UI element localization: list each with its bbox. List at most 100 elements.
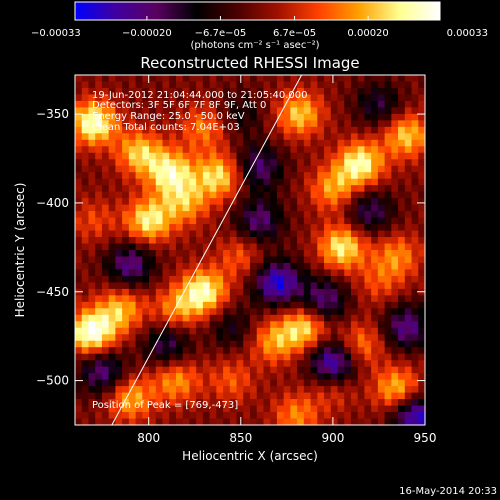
heatmap-cell [81, 288, 90, 296]
heatmap-cell [175, 107, 184, 115]
heatmap-cell [303, 340, 312, 348]
heatmap-cell [297, 87, 305, 96]
heatmap-cell [162, 107, 170, 115]
heatmap-cell [182, 165, 191, 173]
heatmap-cell [95, 172, 103, 180]
heatmap-cell [337, 347, 345, 355]
heatmap-cell [182, 81, 191, 89]
heatmap-cell [209, 230, 217, 238]
heatmap-cell [324, 100, 332, 109]
heatmap-cell [357, 217, 366, 225]
heatmap-cell [250, 100, 258, 109]
heatmap-cell [142, 347, 150, 355]
heatmap-cell [95, 412, 103, 420]
heatmap-cell [135, 418, 143, 425]
heatmap-cell [337, 301, 345, 309]
heatmap-cell [229, 269, 238, 277]
heatmap-cell [371, 250, 379, 258]
heatmap-cell [155, 308, 164, 316]
heatmap-cell [115, 204, 123, 212]
x-axis: 800 850 900 950 [137, 75, 436, 445]
heatmap-cell [75, 373, 83, 381]
heatmap-cell [81, 146, 90, 154]
heatmap-cell [364, 301, 372, 309]
heatmap-cell [155, 412, 164, 420]
heatmap-cell [317, 386, 325, 394]
heatmap-cell [162, 159, 170, 167]
heatmap-cell [95, 113, 103, 121]
heatmap-cell [371, 120, 379, 128]
heatmap-cell [350, 159, 359, 167]
heatmap-cell [169, 178, 177, 186]
heatmap-cell [384, 250, 392, 258]
heatmap-cell [384, 243, 392, 251]
heatmap-cell [324, 120, 332, 128]
heatmap-cell [276, 250, 285, 258]
heatmap-cell [384, 262, 392, 271]
heatmap-cell [270, 295, 278, 303]
heatmap-cell [175, 327, 184, 335]
heatmap-cell [216, 146, 224, 154]
heatmap-cell [297, 178, 305, 186]
heatmap-cell [377, 392, 386, 400]
heatmap-cell [364, 100, 372, 109]
heatmap-cell [202, 126, 211, 134]
heatmap-cell [135, 107, 143, 115]
heatmap-cell [128, 301, 137, 309]
heatmap-cell [350, 301, 359, 309]
heatmap-cell [88, 126, 96, 134]
heatmap-cell [169, 399, 177, 407]
heatmap-cell [310, 418, 318, 425]
heatmap-cell [324, 133, 332, 141]
heatmap-cell [196, 392, 204, 400]
heatmap-cell [189, 204, 197, 212]
heatmap-cell [263, 230, 271, 238]
heatmap-cell [115, 295, 123, 303]
heatmap-cell [81, 314, 90, 322]
heatmap-cell [229, 120, 238, 128]
heatmap-cell [122, 159, 130, 167]
heatmap-cell [350, 308, 359, 316]
heatmap-cell [142, 87, 150, 96]
heatmap-cell [310, 178, 318, 186]
heatmap-cell [398, 75, 406, 83]
heatmap-cell [337, 178, 345, 186]
heatmap-cell [290, 321, 298, 329]
heatmap-cell [263, 133, 271, 141]
heatmap-cell [391, 159, 399, 167]
heatmap-cell [236, 152, 244, 160]
heatmap-cell [189, 405, 197, 413]
heatmap-cell [182, 139, 191, 147]
heatmap-cell [229, 224, 238, 232]
heatmap-cell [108, 152, 116, 160]
heatmap-cell [243, 282, 251, 290]
heatmap-cell [283, 301, 291, 309]
heatmap-cell [196, 172, 204, 180]
heatmap-cell [236, 178, 244, 186]
heatmap-cell [75, 243, 83, 251]
heatmap-cell [283, 211, 291, 219]
heatmap-cell [155, 87, 164, 96]
heatmap-cell [169, 282, 177, 290]
x-tick-label: 950 [414, 431, 437, 445]
heatmap-cell [384, 217, 392, 225]
heatmap-cell [149, 366, 157, 374]
heatmap-cell [377, 353, 386, 361]
heatmap-cell [283, 185, 291, 193]
heatmap-cell [404, 301, 413, 309]
heatmap-cell [236, 126, 244, 134]
heatmap-cell [209, 386, 217, 394]
heatmap-cell [189, 120, 197, 128]
heatmap-cell [101, 204, 110, 212]
heatmap-cell [209, 75, 217, 83]
heatmap-cell [88, 75, 96, 83]
heatmap-cell [250, 282, 258, 290]
heatmap-cell [223, 308, 231, 316]
heatmap-cell [162, 75, 170, 83]
heatmap-cell [75, 204, 83, 212]
heatmap-cell [162, 308, 170, 316]
heatmap-cell [263, 327, 271, 335]
heatmap-cell [344, 295, 352, 303]
heatmap-cell [128, 250, 137, 258]
heatmap-cell [229, 399, 238, 407]
